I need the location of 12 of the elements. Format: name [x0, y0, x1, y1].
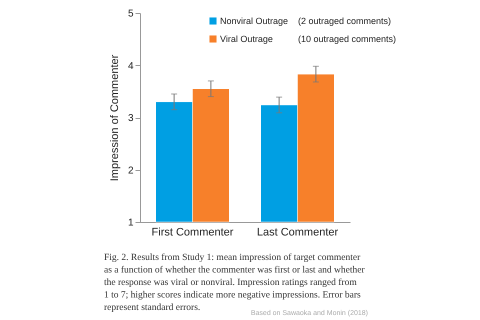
legend-label: Nonviral Outrage — [220, 16, 288, 26]
y-tick-label: 2 — [128, 165, 134, 176]
y-tick-label: 4 — [128, 60, 134, 72]
annotation: (2 outraged comments) — [298, 16, 392, 26]
x-tick-label: Last Commenter — [256, 226, 338, 238]
y-tick-label: 3 — [128, 113, 134, 124]
annotation: (10 outraged comments) — [298, 34, 396, 44]
x-tick-label: First Commenter — [152, 226, 234, 238]
legend-label: Viral Outrage — [220, 34, 273, 44]
y-tick-label: 1 — [128, 218, 134, 228]
y-tick-label: 5 — [128, 8, 134, 20]
y-axis-title: Impression of Commenter — [108, 54, 121, 182]
